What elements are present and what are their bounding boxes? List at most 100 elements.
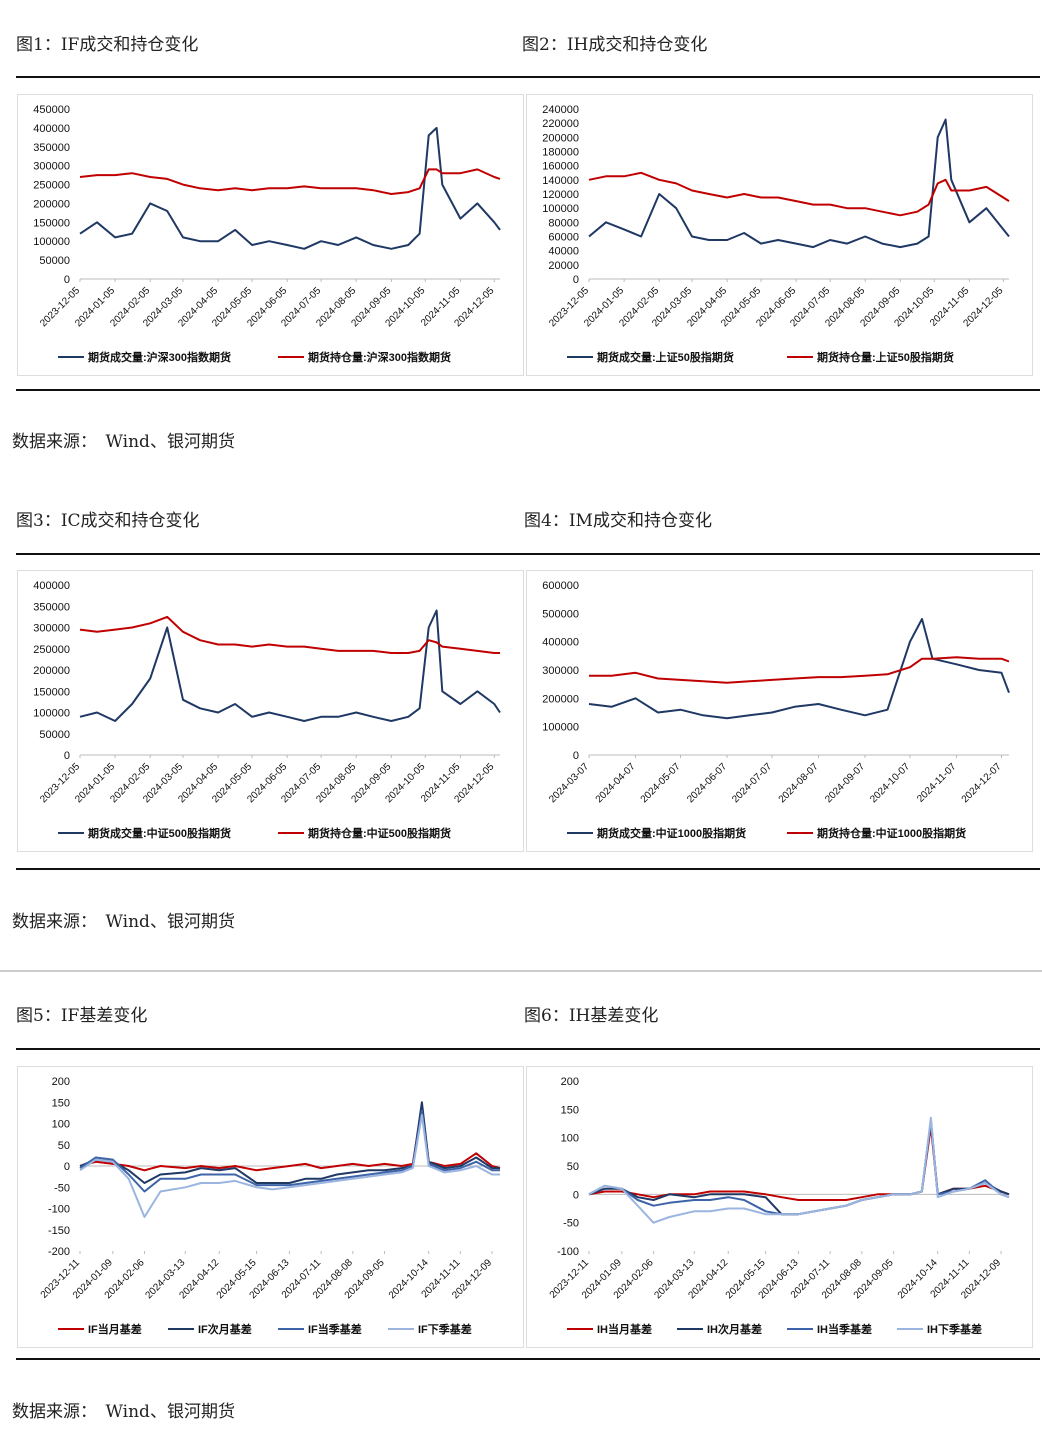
legend-label: 期货成交量:中证500股指期货 (88, 826, 231, 840)
y-tick-label: 50 (567, 1161, 579, 1173)
figure-caption: 图1：IF成交和持仓变化 (16, 35, 199, 55)
y-tick-label: 250000 (33, 644, 70, 656)
page-separator (0, 970, 1042, 972)
rule (16, 868, 1040, 870)
y-tick-label: 100000 (542, 203, 579, 215)
y-tick-label: -100 (557, 1246, 579, 1258)
x-tick-label: 2024-07-07 (730, 761, 774, 805)
legend-label: IF次月基差 (198, 1322, 252, 1336)
y-tick-label: 0 (573, 1189, 579, 1201)
legend-label: IH次月基差 (707, 1322, 762, 1336)
series-line (588, 1125, 1010, 1201)
y-tick-label: 150000 (33, 686, 70, 698)
rule (16, 76, 1040, 78)
figure-caption: 图3：IC成交和持仓变化 (16, 511, 200, 531)
chart: 0 100000 200000 300000 400000 500000 600000 202… (526, 570, 1033, 852)
y-tick-label: 0 (64, 750, 70, 762)
y-tick-label: -100 (48, 1204, 70, 1216)
y-tick-label: 300000 (542, 665, 579, 677)
y-tick-label: 100 (52, 1119, 70, 1131)
x-tick-label: 2024-09-07 (823, 761, 867, 805)
legend-label: IF当季基差 (308, 1322, 362, 1336)
y-tick-label: 300000 (33, 161, 70, 173)
series-line (79, 168, 501, 195)
x-tick-label: 2024-04-07 (594, 761, 638, 805)
series-line (79, 1101, 500, 1184)
chart: -200-150-100-500501001502002023-12-11202… (17, 1066, 524, 1348)
series-line (79, 1109, 500, 1193)
chart: -100-500501001502002023-12-112024-01-092… (526, 1066, 1033, 1348)
series-line (588, 618, 1010, 720)
rule (16, 1358, 1040, 1360)
legend-label: 期货成交量:沪深300指数期货 (88, 350, 231, 364)
series-line (79, 1114, 500, 1218)
y-tick-label: 200000 (542, 132, 579, 144)
y-tick-label: 350000 (33, 601, 70, 613)
legend-label: IF下季基差 (418, 1322, 472, 1336)
chart: 0 50000 100000 150000 200000 250000 300000 3500… (17, 570, 524, 852)
source-note: 数据来源： Wind、银河期货 (12, 432, 235, 452)
y-tick-label: 100 (561, 1133, 579, 1145)
legend-label: 期货持仓量:中证500股指期货 (308, 826, 451, 840)
figure-caption: 图6：IH基差变化 (524, 1006, 659, 1026)
y-tick-label: 450000 (33, 104, 70, 116)
y-tick-label: -50 (54, 1182, 70, 1194)
x-tick-label: 2024-08-07 (777, 761, 821, 805)
series-line (79, 615, 500, 654)
y-tick-label: 350000 (33, 142, 70, 154)
legend-label: 期货成交量:上证50股指期货 (597, 350, 734, 364)
y-tick-label: 80000 (548, 217, 579, 229)
x-tick-label: 2024-12-07 (960, 761, 1004, 805)
y-tick-label: 50000 (39, 255, 70, 267)
y-tick-label: -150 (48, 1225, 70, 1237)
x-tick-label: 2024-03-07 (547, 761, 591, 805)
y-tick-label: 240000 (542, 104, 579, 116)
series-line (79, 1105, 501, 1172)
legend-label: IF当月基差 (88, 1322, 142, 1336)
y-tick-label: 150000 (33, 217, 70, 229)
y-tick-label: 400000 (33, 123, 70, 135)
y-tick-label: 50000 (39, 729, 70, 741)
series-line (79, 126, 501, 250)
y-tick-label: 40000 (548, 246, 579, 258)
y-tick-label: 140000 (542, 175, 579, 187)
y-tick-label: 150 (52, 1097, 70, 1109)
y-tick-label: 120000 (542, 189, 579, 201)
legend-label: IH当月基差 (597, 1322, 652, 1336)
y-tick-label: 200000 (33, 198, 70, 210)
source-note: 数据来源： Wind、银河期货 (12, 912, 235, 932)
y-tick-label: 100000 (542, 722, 579, 734)
y-tick-label: 50 (58, 1140, 70, 1152)
y-tick-label: 200000 (542, 693, 579, 705)
source-note: 数据来源： Wind、银河期货 (12, 1402, 235, 1422)
y-tick-label: 200 (561, 1076, 579, 1088)
y-tick-label: 400000 (33, 580, 70, 592)
x-tick-label: 2024-10-07 (868, 761, 912, 805)
legend-label: 期货持仓量:上证50股指期货 (817, 350, 954, 364)
y-tick-label: 400000 (542, 637, 579, 649)
y-tick-label: 200000 (33, 665, 70, 677)
y-tick-label: 180000 (542, 147, 579, 159)
x-tick-label: 2024-05-07 (639, 761, 683, 805)
figure-caption: 图2：IH成交和持仓变化 (522, 35, 708, 55)
series-line (588, 1116, 1010, 1224)
legend-label: IH当季基差 (817, 1322, 872, 1336)
y-tick-label: 100000 (33, 236, 70, 248)
figure-caption: 图5：IF基差变化 (16, 1006, 148, 1026)
y-tick-label: 20000 (548, 260, 579, 272)
y-tick-label: 0 (64, 274, 70, 286)
y-tick-label: 500000 (542, 608, 579, 620)
rule (16, 553, 1040, 555)
series-line (588, 118, 1010, 249)
figure-caption: 图4：IM成交和持仓变化 (524, 511, 712, 531)
y-tick-label: 200 (52, 1076, 70, 1088)
x-tick-label: 2024-06-07 (685, 761, 729, 805)
series-line (588, 171, 1010, 217)
y-tick-label: 60000 (548, 232, 579, 244)
y-tick-label: 0 (573, 274, 579, 286)
y-tick-label: -50 (563, 1218, 579, 1230)
y-tick-label: 0 (573, 750, 579, 762)
legend-label: 期货持仓量:沪深300指数期货 (308, 350, 451, 364)
y-tick-label: 220000 (542, 118, 579, 130)
